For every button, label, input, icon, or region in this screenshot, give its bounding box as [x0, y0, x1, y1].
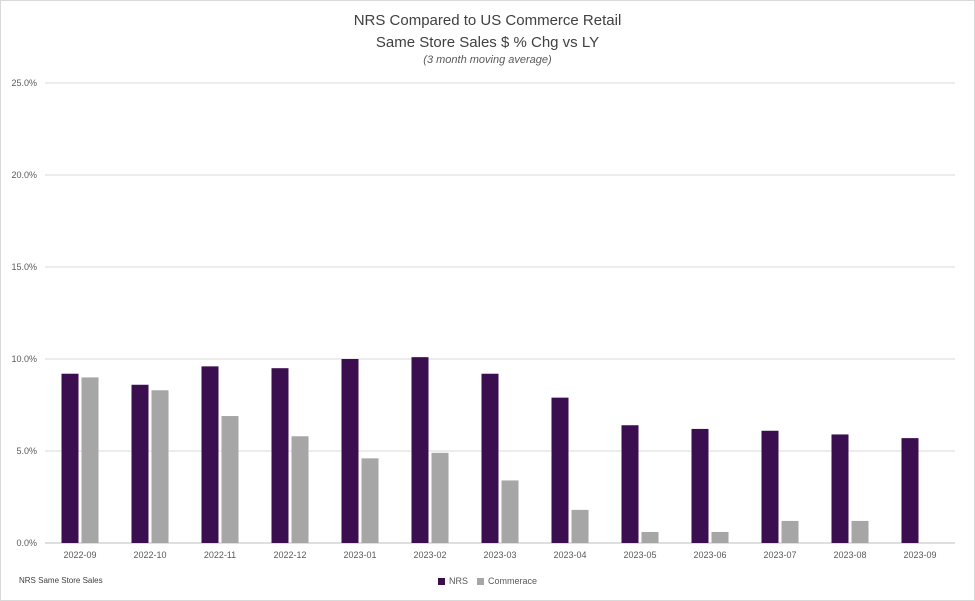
- bar-commerace: [501, 480, 519, 543]
- y-tick-label: 15.0%: [11, 262, 37, 272]
- y-tick-label: 25.0%: [11, 78, 37, 88]
- x-tick-label: 2023-09: [903, 550, 936, 560]
- x-tick-label: 2022-12: [273, 550, 306, 560]
- chart-note: (3 month moving average): [423, 54, 552, 66]
- bar-commerace: [781, 520, 799, 543]
- x-tick-label: 2023-02: [413, 550, 446, 560]
- bar-nrs: [691, 428, 709, 543]
- chart-title: NRS Compared to US Commerce Retail: [353, 12, 622, 29]
- legend-swatch-nrs: [438, 578, 445, 586]
- bar-commerace: [431, 452, 449, 543]
- bar-commerace: [291, 436, 309, 543]
- footnote: NRS Same Store Sales: [19, 576, 103, 585]
- bar-nrs: [831, 434, 849, 543]
- x-tick-label: 2022-11: [204, 550, 236, 560]
- legend-swatch-commerce: [477, 578, 484, 586]
- x-tick-label: 2023-03: [483, 550, 516, 560]
- bar-nrs: [201, 366, 219, 543]
- bar-nrs: [901, 438, 919, 543]
- bar-nrs: [61, 373, 79, 543]
- bar-nrs: [131, 384, 149, 543]
- bar-commerace: [641, 531, 659, 543]
- bar-nrs: [411, 357, 429, 543]
- bar-nrs: [271, 368, 289, 543]
- bar-commerace: [571, 509, 589, 543]
- y-tick-label: 5.0%: [16, 446, 37, 456]
- bar-nrs: [621, 425, 639, 543]
- x-tick-label: 2023-04: [553, 550, 586, 560]
- bar-commerace: [851, 520, 869, 543]
- x-tick-label: 2023-08: [833, 550, 866, 560]
- legend-nrs: NRS: [438, 576, 468, 586]
- y-tick-label: 10.0%: [11, 354, 37, 364]
- y-tick-label: 20.0%: [11, 170, 37, 180]
- legend-label-nrs: NRS: [449, 576, 469, 586]
- legend-commerce: Commerace: [477, 576, 537, 586]
- bar-commerace: [711, 531, 729, 543]
- chart-subtitle: Same Store Sales $ % Chg vs LY: [375, 34, 600, 51]
- y-tick-label: 0.0%: [16, 538, 37, 548]
- bar-commerace: [151, 390, 169, 543]
- x-tick-label: 2023-05: [623, 550, 656, 560]
- bar-commerace: [361, 458, 379, 543]
- x-tick-label: 2023-01: [343, 550, 376, 560]
- x-tick-label: 2022-09: [63, 550, 96, 560]
- x-tick-label: 2022-10: [133, 550, 166, 560]
- bar-nrs: [761, 430, 779, 543]
- bar-commerace: [81, 377, 99, 543]
- bar-nrs: [551, 397, 569, 543]
- bar-commerace: [221, 416, 239, 543]
- bar-nrs: [481, 373, 499, 543]
- bar-nrs: [341, 359, 359, 543]
- legend-label-commerce: Commerace: [488, 576, 538, 586]
- x-tick-label: 2023-07: [763, 550, 796, 560]
- x-tick-label: 2023-06: [693, 550, 726, 560]
